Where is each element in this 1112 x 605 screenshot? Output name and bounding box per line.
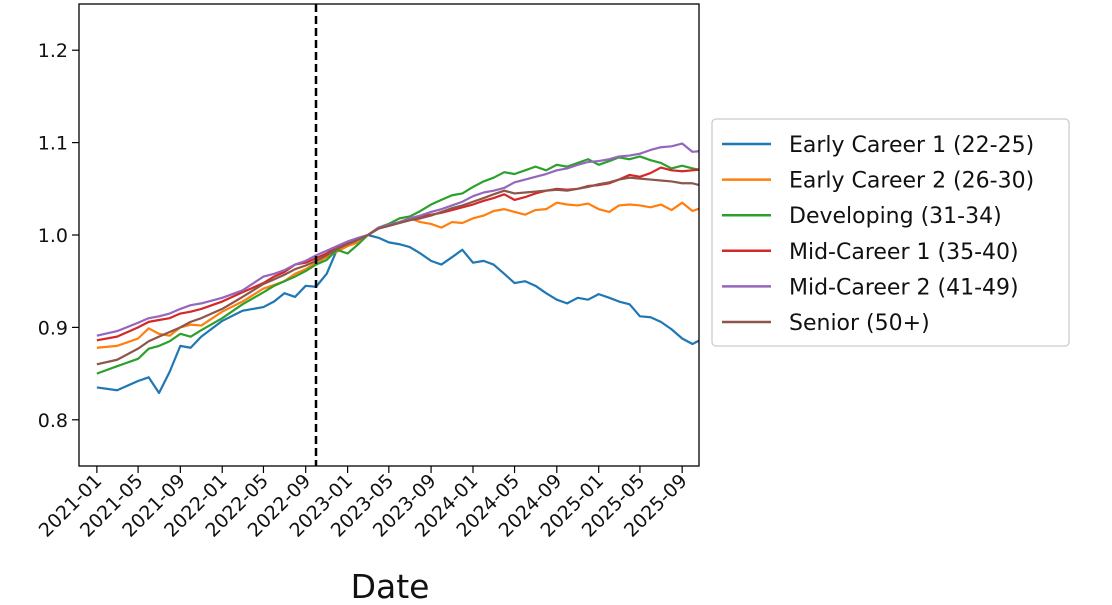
legend-label: Senior (50+) xyxy=(789,311,930,336)
series-line-1 xyxy=(96,233,699,395)
legend-label: Mid-Career 1 (35-40) xyxy=(789,240,1019,265)
series-line-3 xyxy=(96,155,699,375)
series-line-6 xyxy=(96,176,699,366)
plot-frame xyxy=(78,3,700,467)
y-tick-label: 0.9 xyxy=(38,317,68,339)
series-line-2 xyxy=(96,201,699,349)
plot-area xyxy=(78,3,700,467)
series-line-5 xyxy=(96,142,699,337)
y-tick-label: 1.0 xyxy=(38,225,68,247)
legend: Early Career 1 (22-25) Early Career 2 (26… xyxy=(711,118,1070,347)
y-tick-label: 1.2 xyxy=(38,40,68,62)
legend-box xyxy=(711,118,1070,347)
y-tick-label: 0.8 xyxy=(38,410,68,432)
x-axis-title: Date xyxy=(351,567,430,605)
legend-label: Mid-Career 2 (41-49) xyxy=(789,275,1019,300)
legend-label: Developing (31-34) xyxy=(789,204,1002,229)
legend-label: Early Career 2 (26-30) xyxy=(789,169,1034,194)
x-axis: 2021-012021-052021-092022-012022-052022-… xyxy=(35,466,692,542)
legend-label: Early Career 1 (22-25) xyxy=(789,133,1034,158)
y-tick-label: 1.1 xyxy=(38,133,68,155)
y-axis: 0.8 0.9 1.0 1.1 1.2 xyxy=(38,40,79,432)
series-line-4 xyxy=(96,166,699,342)
